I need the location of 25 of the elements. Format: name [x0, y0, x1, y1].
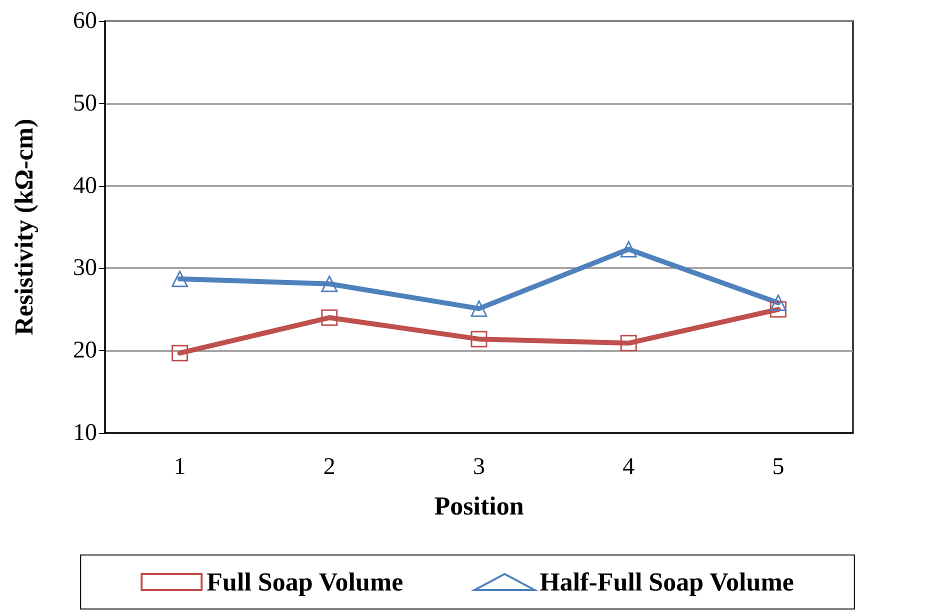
- y-tick-label: 10: [73, 420, 97, 446]
- y-tick-label: 30: [73, 255, 97, 282]
- point: [172, 344, 188, 362]
- point: [321, 276, 338, 292]
- point: [620, 334, 637, 352]
- point: [321, 309, 338, 326]
- y-tick-label: 50: [73, 90, 97, 116]
- x-tick-label: 5: [772, 454, 784, 480]
- x-tick-label: 2: [323, 454, 336, 480]
- y-tick-label: 60: [73, 8, 97, 34]
- y-axis-title: Resistivity (kΩ-cm): [10, 118, 38, 336]
- point: [470, 300, 488, 317]
- point: [470, 330, 488, 348]
- x-tick-label: 4: [622, 454, 635, 480]
- point: [620, 241, 637, 258]
- x-tick-label: 3: [473, 454, 485, 480]
- legend-label: Half-Full Soap Volume: [540, 568, 794, 596]
- point: [770, 301, 786, 318]
- legend-label: Full Soap Volume: [206, 568, 404, 596]
- x-tick-label: 1: [174, 454, 186, 480]
- point: [172, 270, 188, 288]
- x-axis-title: Position: [434, 492, 524, 520]
- point: [770, 294, 786, 312]
- y-tick-label: 40: [73, 172, 97, 199]
- y-tick-label: 20: [73, 338, 97, 364]
